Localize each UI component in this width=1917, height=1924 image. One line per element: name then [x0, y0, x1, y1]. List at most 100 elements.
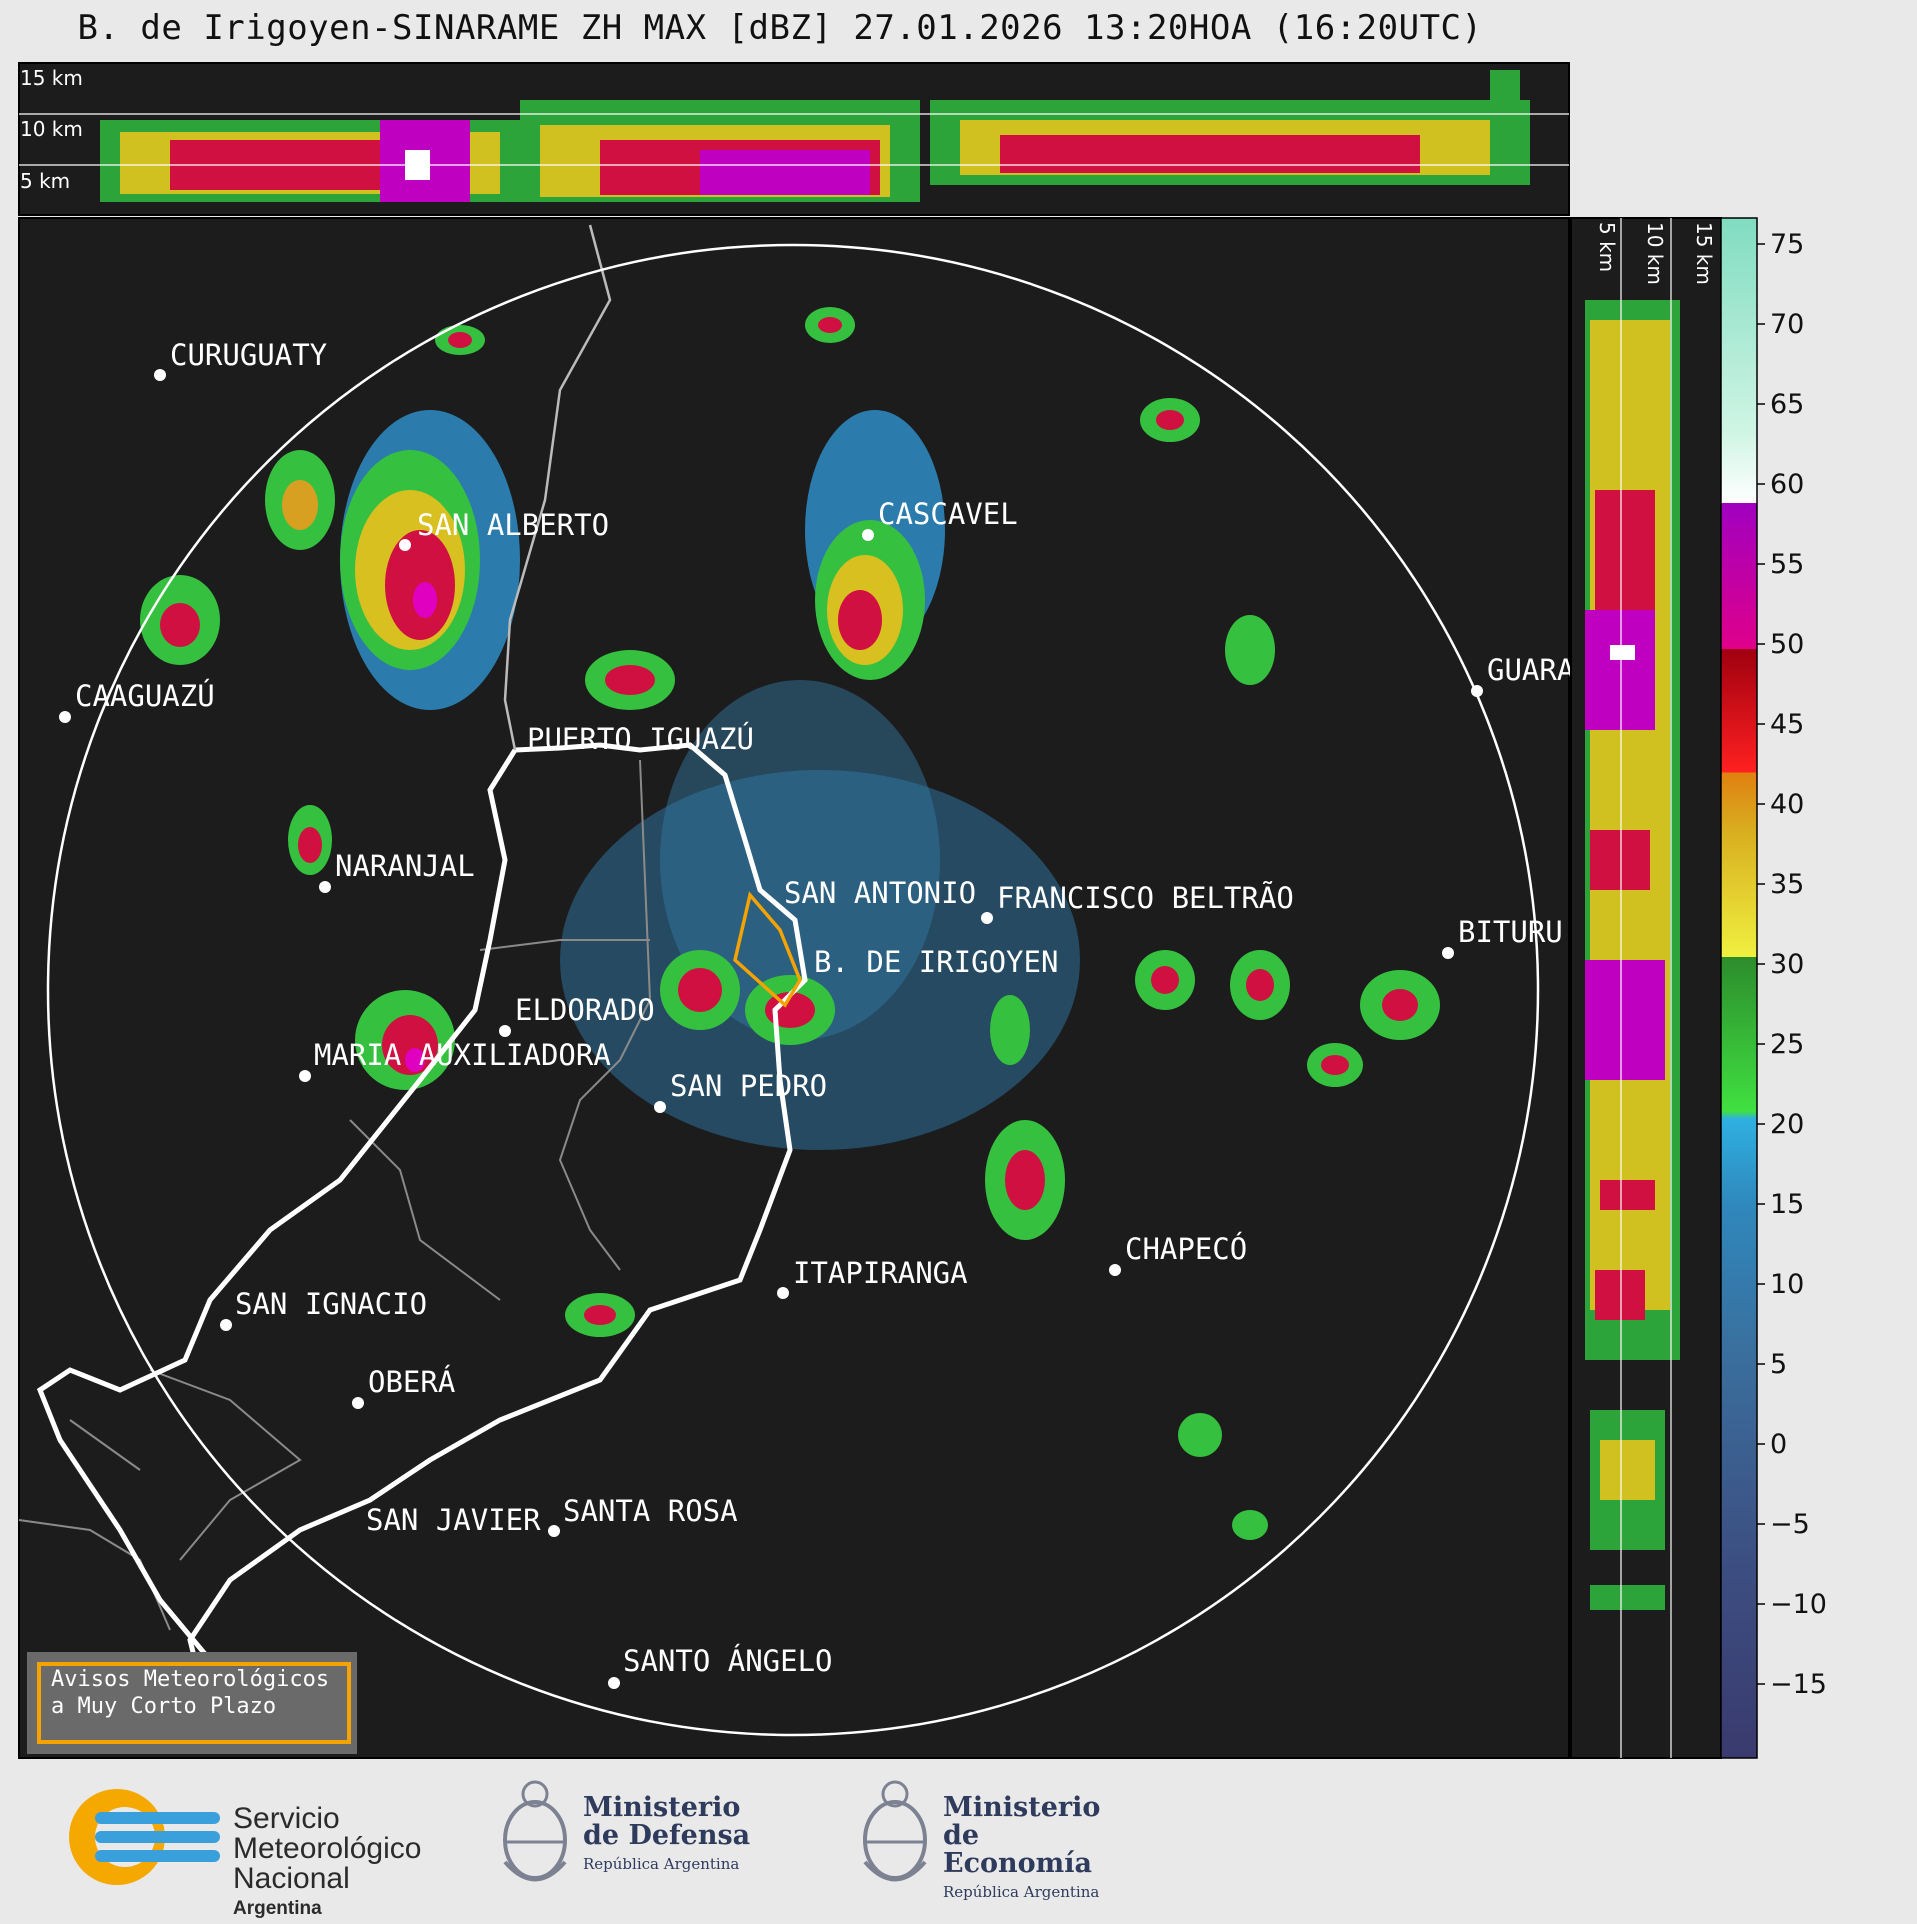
city-dot-guara — [1471, 685, 1483, 697]
ministerio-defensa-logo: Ministerio de Defensa República Argentin… — [495, 1772, 755, 1902]
city-dot-santa-rosa — [548, 1525, 560, 1537]
range-ring — [46, 243, 1540, 1737]
radar-figure: 15 km 10 km 5 km — [18, 62, 1827, 1759]
defensa-line3: República Argentina — [583, 1855, 740, 1873]
city-dot-chapeco — [1109, 1264, 1121, 1276]
colorbar-tick-label: 55 — [1770, 549, 1804, 580]
city-label-san-alberto: SAN ALBERTO — [417, 508, 609, 542]
city-label-santo-angelo: SANTO ÁNGELO — [623, 1644, 833, 1678]
city-label-obera: OBERÁ — [368, 1365, 455, 1399]
colorbar-tick-label: 0 — [1770, 1429, 1787, 1460]
city-markers: CURUGUATY SAN ALBERTO CASCAVEL CAAGUAZÚ … — [59, 338, 1574, 1689]
smn-logo-text: Servicio Meteorológico Nacional Argentin… — [233, 1804, 421, 1924]
city-dot-caaguazu — [59, 711, 71, 723]
city-dot-santo-angelo — [608, 1677, 620, 1689]
colorbar-tick-label: 30 — [1770, 949, 1804, 980]
city-dot-san-pedro — [654, 1101, 666, 1113]
city-label-maria-auxiliadora: MARIA AUXILIADORA — [314, 1038, 611, 1072]
colorbar-tick-label: −10 — [1770, 1589, 1827, 1620]
city-dot-naranjal — [319, 881, 331, 893]
city-dot-cascavel — [862, 529, 874, 541]
city-dot-san-alberto — [399, 539, 411, 551]
colorbar-tick-label: 60 — [1770, 469, 1804, 500]
economia-line2: de Economía — [943, 1820, 1092, 1879]
city-label-itapiranga: ITAPIRANGA — [793, 1256, 968, 1290]
smn-line2: Meteorológico — [233, 1832, 422, 1865]
city-dot-obera — [352, 1397, 364, 1409]
colorbar-tick-label: 65 — [1770, 389, 1804, 420]
economia-line1: Ministerio — [943, 1792, 1101, 1823]
city-dot-francisco-beltrao — [981, 912, 993, 924]
city-dot-maria-auxiliadora — [299, 1070, 311, 1082]
city-label-b-de-irigoyen: B. DE IRIGOYEN — [814, 945, 1058, 979]
warning-legend-frame: Avisos Meteorológicos a Muy Corto Plazo — [37, 1662, 351, 1744]
colorbar-tick-label: −5 — [1770, 1509, 1810, 1540]
side-height-label-10: 10 km — [1643, 222, 1667, 285]
colorbar-tick-label: 40 — [1770, 789, 1804, 820]
city-label-guara: GUARA — [1487, 653, 1574, 687]
city-label-chapeco: CHAPECÓ — [1125, 1232, 1247, 1266]
colorbar-tick-label: 25 — [1770, 1029, 1804, 1060]
city-label-caaguazu: CAAGUAZÚ — [75, 679, 215, 713]
colorbar-tick-label: 75 — [1770, 229, 1804, 260]
side-height-label-5: 5 km — [1595, 222, 1619, 272]
top-cross-section: 15 km 10 km 5 km — [18, 62, 1570, 216]
city-label-san-pedro: SAN PEDRO — [670, 1069, 827, 1103]
colorbar-tick-label: 20 — [1770, 1109, 1804, 1140]
smn-line4: Argentina — [233, 1898, 322, 1919]
side-cross-section: 5 km 10 km 15 km — [1570, 217, 1722, 1759]
top-height-label-10: 10 km — [20, 117, 83, 141]
warning-legend-line1: Avisos Meteorológicos — [51, 1667, 330, 1692]
city-label-bituru: BITURU — [1458, 915, 1563, 949]
ppi-map: CURUGUATY SAN ALBERTO CASCAVEL CAAGUAZÚ … — [18, 217, 1574, 1759]
city-dot-curuguaty — [154, 369, 166, 381]
colorbar-ticks — [1757, 243, 1765, 1685]
colorbar-tick-label: 50 — [1770, 629, 1804, 660]
city-label-eldorado: ELDORADO — [515, 993, 655, 1027]
warning-legend-line2: a Muy Corto Plazo — [51, 1694, 277, 1719]
country-borders — [36, 742, 808, 1681]
side-echo-band — [1585, 300, 1680, 1610]
side-height-label-15: 15 km — [1692, 222, 1716, 285]
economia-text: Ministerio de Economía República Argenti… — [943, 1794, 1135, 1906]
city-label-naranjal: NARANJAL — [335, 849, 475, 883]
defensa-text: Ministerio de Defensa República Argentin… — [583, 1794, 750, 1878]
ministerio-economia-logo: Ministerio de Economía República Argenti… — [855, 1772, 1135, 1902]
colorbar-tick-label: −15 — [1770, 1669, 1827, 1700]
city-label-san-ignacio: SAN IGNACIO — [235, 1287, 427, 1321]
city-label-san-javier: SAN JAVIER — [366, 1503, 541, 1537]
colorbar-tick-label: 10 — [1770, 1269, 1804, 1300]
smn-logo: Servicio Meteorológico Nacional Argentin… — [55, 1782, 535, 1919]
colorbar: 75 70 65 60 55 50 45 40 35 30 25 20 15 1… — [1720, 217, 1827, 1759]
colorbar-tick-label: 35 — [1770, 869, 1804, 900]
smn-line3: Nacional — [233, 1862, 350, 1895]
colorbar-tick-label: 45 — [1770, 709, 1804, 740]
city-label-curuguaty: CURUGUATY — [170, 338, 327, 372]
city-dot-itapiranga — [777, 1287, 789, 1299]
defensa-line1: Ministerio — [583, 1792, 741, 1823]
argentina-coat-of-arms-icon — [863, 1780, 927, 1882]
city-dot-eldorado — [499, 1025, 511, 1037]
city-label-puerto-iguazu: PUERTO IGUAZÚ — [527, 722, 754, 756]
city-dot-san-ignacio — [220, 1319, 232, 1331]
argentina-coat-of-arms-icon — [503, 1780, 567, 1882]
city-dot-bituru — [1442, 947, 1454, 959]
city-label-san-antonio: SAN ANTONIO — [784, 876, 976, 910]
defensa-line2: de Defensa — [583, 1820, 751, 1851]
colorbar-tick-label: 15 — [1770, 1189, 1804, 1220]
city-label-francisco-beltrao: FRANCISCO BELTRÃO — [997, 881, 1294, 915]
top-height-label-5: 5 km — [20, 169, 70, 193]
echo-cells — [140, 307, 1440, 1540]
warning-polygon — [733, 891, 802, 1008]
economia-line3: República Argentina — [943, 1883, 1100, 1901]
city-label-santa-rosa: SANTA ROSA — [563, 1494, 738, 1528]
top-height-label-15: 15 km — [20, 66, 83, 90]
smn-emblem-icon — [69, 1789, 220, 1885]
radar-title: B. de Irigoyen-SINARAME ZH MAX [dBZ] 27.… — [77, 8, 1483, 48]
colorbar-tick-label: 5 — [1770, 1349, 1787, 1380]
city-label-cascavel: CASCAVEL — [878, 497, 1018, 531]
rivers — [503, 224, 612, 751]
footer-logos: Servicio Meteorológico Nacional Argentin… — [0, 1760, 1917, 1919]
colorbar-tick-label: 70 — [1770, 309, 1804, 340]
warning-legend: Avisos Meteorológicos a Muy Corto Plazo — [27, 1652, 357, 1754]
